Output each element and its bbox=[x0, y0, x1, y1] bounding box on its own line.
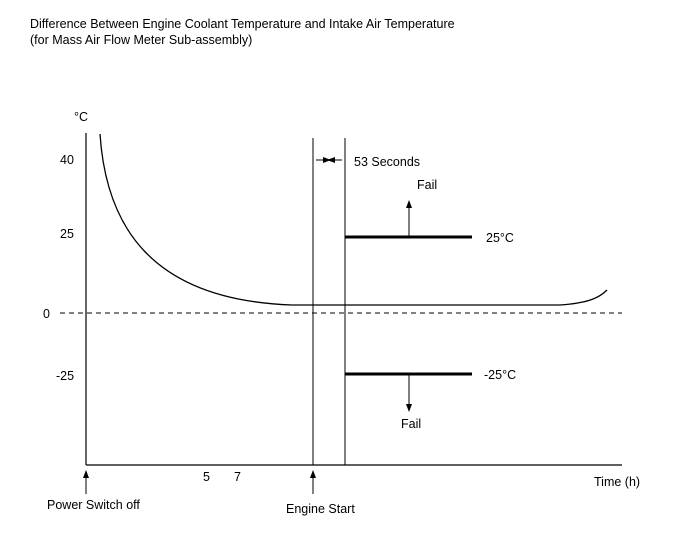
lower-threshold-label: -25°C bbox=[484, 368, 516, 382]
upper-threshold-label: 25°C bbox=[486, 231, 514, 245]
fail-lower-label: Fail bbox=[401, 417, 421, 431]
temperature-difference-curve bbox=[99, 133, 608, 306]
x-axis-label: Time (h) bbox=[594, 475, 640, 489]
title-line-1: Difference Between Engine Coolant Temper… bbox=[30, 17, 455, 31]
y-axis-unit: °C bbox=[74, 110, 88, 124]
y-tick-0: 0 bbox=[43, 307, 50, 321]
x-tick-5: 5 bbox=[203, 470, 210, 484]
x-tick-7: 7 bbox=[234, 470, 241, 484]
y-tick-40: 40 bbox=[60, 153, 74, 167]
engine-start-label: Engine Start bbox=[286, 502, 355, 516]
title-line-2: (for Mass Air Flow Meter Sub-assembly) bbox=[30, 33, 253, 47]
power-switch-off-label: Power Switch off bbox=[47, 498, 140, 512]
interval-label: 53 Seconds bbox=[354, 155, 420, 169]
y-tick-25: 25 bbox=[60, 227, 74, 241]
diagram-title: Difference Between Engine Coolant Temper… bbox=[30, 16, 455, 48]
fail-upper-label: Fail bbox=[417, 178, 437, 192]
y-tick-minus-25: -25 bbox=[56, 369, 74, 383]
